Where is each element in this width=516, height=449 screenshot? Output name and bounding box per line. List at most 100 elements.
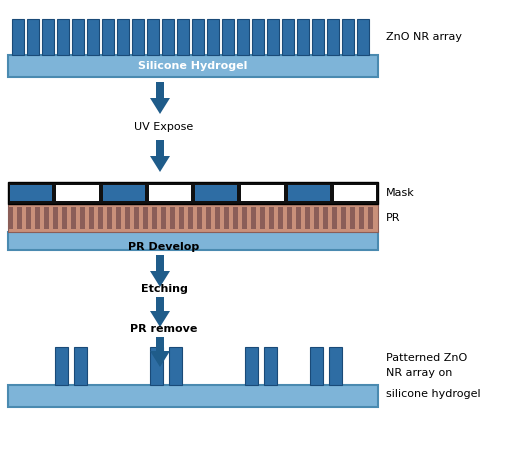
- Bar: [98, 207, 103, 229]
- Bar: [332, 207, 337, 229]
- Bar: [72, 19, 84, 55]
- Text: Silicone Hydrogel: Silicone Hydrogel: [138, 61, 248, 71]
- Text: ZnO NR array: ZnO NR array: [386, 32, 462, 42]
- Bar: [156, 297, 164, 311]
- Bar: [8, 204, 378, 232]
- Bar: [350, 207, 355, 229]
- Bar: [134, 207, 139, 229]
- Bar: [305, 207, 310, 229]
- Bar: [12, 19, 24, 55]
- Bar: [297, 19, 309, 55]
- Bar: [125, 207, 130, 229]
- Bar: [179, 207, 184, 229]
- Bar: [8, 232, 378, 250]
- Text: PR Develop: PR Develop: [128, 242, 200, 252]
- Bar: [103, 185, 145, 201]
- Bar: [207, 19, 219, 55]
- Bar: [132, 19, 144, 55]
- Bar: [89, 207, 94, 229]
- Bar: [252, 19, 264, 55]
- Bar: [152, 207, 157, 229]
- Bar: [156, 140, 164, 156]
- Bar: [267, 19, 279, 55]
- Bar: [222, 19, 234, 55]
- Bar: [87, 19, 99, 55]
- Bar: [56, 185, 99, 201]
- Bar: [264, 347, 277, 385]
- Bar: [269, 207, 274, 229]
- Bar: [10, 185, 52, 201]
- Bar: [192, 19, 204, 55]
- Bar: [357, 19, 369, 55]
- Bar: [314, 207, 319, 229]
- Bar: [156, 337, 164, 351]
- Bar: [42, 19, 54, 55]
- Bar: [116, 207, 121, 229]
- Bar: [57, 19, 69, 55]
- Bar: [287, 207, 292, 229]
- Bar: [102, 19, 114, 55]
- Text: Mask: Mask: [386, 188, 415, 198]
- Bar: [278, 207, 283, 229]
- Bar: [156, 255, 164, 271]
- Bar: [8, 55, 378, 77]
- Text: Etching: Etching: [140, 284, 187, 294]
- Bar: [17, 207, 22, 229]
- Bar: [206, 207, 211, 229]
- Bar: [177, 19, 189, 55]
- Bar: [310, 347, 323, 385]
- Bar: [71, 207, 76, 229]
- Bar: [237, 19, 249, 55]
- Bar: [188, 207, 193, 229]
- Bar: [242, 207, 247, 229]
- Bar: [170, 207, 175, 229]
- Bar: [327, 19, 339, 55]
- Text: UV Expose: UV Expose: [134, 122, 194, 132]
- Polygon shape: [150, 351, 170, 367]
- Bar: [107, 207, 112, 229]
- Bar: [251, 207, 256, 229]
- Bar: [150, 347, 163, 385]
- Bar: [359, 207, 364, 229]
- Bar: [143, 207, 148, 229]
- Bar: [8, 207, 13, 229]
- Bar: [195, 185, 237, 201]
- Polygon shape: [150, 156, 170, 172]
- Bar: [80, 207, 85, 229]
- Bar: [8, 182, 378, 204]
- Bar: [329, 347, 342, 385]
- Bar: [55, 347, 68, 385]
- Bar: [341, 207, 346, 229]
- Bar: [287, 185, 330, 201]
- Text: Patterned ZnO: Patterned ZnO: [386, 353, 467, 363]
- Bar: [282, 19, 294, 55]
- Bar: [334, 185, 376, 201]
- Bar: [117, 19, 129, 55]
- Bar: [44, 207, 49, 229]
- Bar: [233, 207, 238, 229]
- Bar: [245, 347, 258, 385]
- Bar: [62, 207, 67, 229]
- Bar: [368, 207, 373, 229]
- Bar: [156, 82, 164, 98]
- Bar: [161, 207, 166, 229]
- Bar: [74, 347, 87, 385]
- Bar: [26, 207, 31, 229]
- Bar: [169, 347, 182, 385]
- Text: PR: PR: [386, 213, 400, 223]
- Bar: [149, 185, 191, 201]
- Polygon shape: [150, 98, 170, 114]
- Bar: [342, 19, 354, 55]
- Bar: [312, 19, 324, 55]
- Bar: [296, 207, 301, 229]
- Bar: [147, 19, 159, 55]
- Bar: [215, 207, 220, 229]
- Bar: [197, 207, 202, 229]
- Bar: [162, 19, 174, 55]
- Bar: [53, 207, 58, 229]
- Bar: [260, 207, 265, 229]
- Bar: [27, 19, 39, 55]
- Polygon shape: [150, 271, 170, 287]
- Bar: [241, 185, 283, 201]
- Bar: [224, 207, 229, 229]
